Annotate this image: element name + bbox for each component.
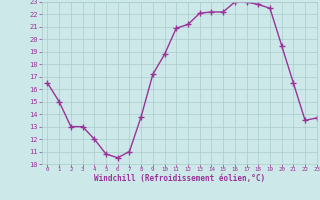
X-axis label: Windchill (Refroidissement éolien,°C): Windchill (Refroidissement éolien,°C)	[94, 174, 265, 183]
